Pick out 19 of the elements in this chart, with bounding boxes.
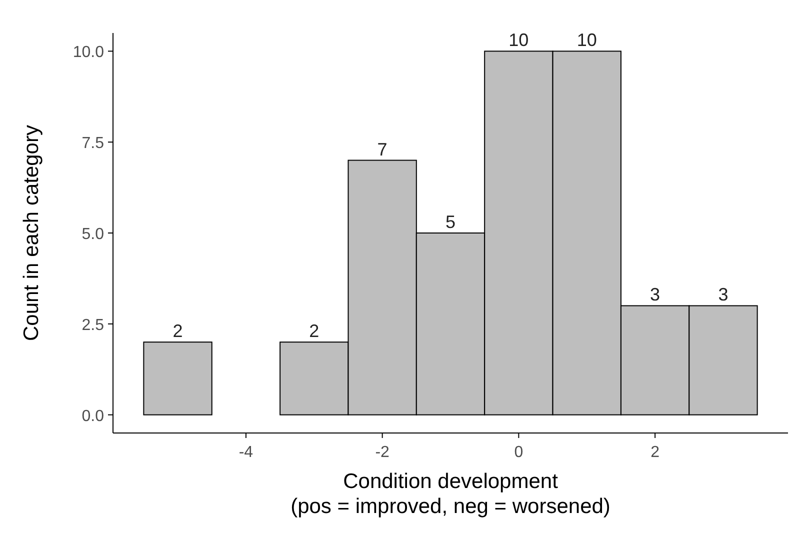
x-tick-label: 0 — [514, 444, 524, 461]
data-label: 2 — [172, 321, 183, 342]
data-label: 7 — [377, 139, 388, 160]
data-label: 3 — [650, 284, 660, 305]
data-label: 10 — [508, 30, 529, 50]
y-tick-label: 0.0 — [82, 408, 104, 425]
data-label: 10 — [576, 30, 597, 50]
data-label: 2 — [309, 321, 320, 342]
x-tick-label: -2 — [375, 444, 390, 461]
data-label: 3 — [718, 284, 728, 305]
x-axis-title: Condition development (pos = improved, neg = worsened) — [290, 470, 610, 518]
y-tick-label: 5.0 — [82, 226, 104, 243]
y-tick-label: 10.0 — [72, 44, 104, 62]
x-tick-label: 2 — [650, 444, 660, 461]
x-tick-label: -4 — [238, 444, 254, 461]
data-label: 5 — [445, 212, 456, 232]
y-axis-title: Count in each category — [20, 124, 43, 341]
y-tick-label: 7.5 — [82, 135, 104, 152]
y-tick-label: 2.5 — [82, 316, 104, 334]
